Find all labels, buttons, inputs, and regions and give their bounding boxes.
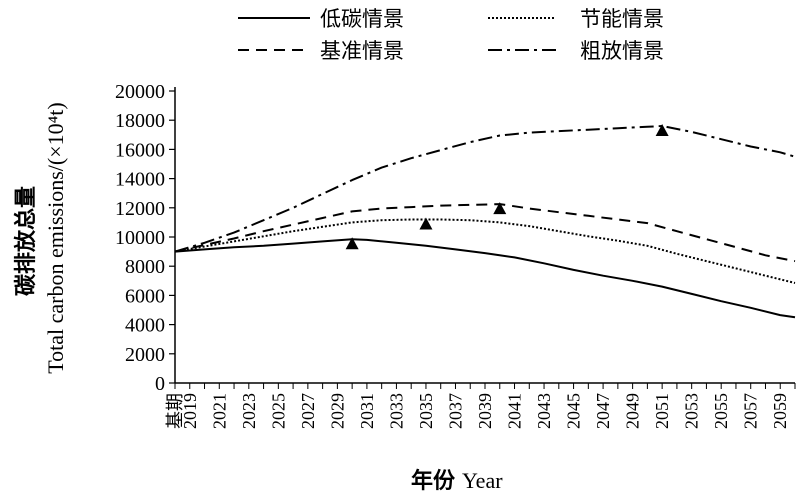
y-axis-title: 碳排放总量 Total carbon emissions/(×10⁴t) [13, 102, 68, 374]
x-tick-label: 2047 [593, 393, 613, 429]
x-tick-label: 2023 [239, 393, 259, 429]
x-tick-label: 2033 [386, 393, 406, 429]
x-tick-label: 2019 [180, 393, 200, 429]
legend-label-extensive: 粗放情景 [580, 39, 664, 63]
y-tick-label: 0 [155, 373, 165, 395]
peak-marker-0 [345, 237, 359, 250]
x-tick-label: 2057 [741, 393, 761, 429]
legend: 低碳情景 节能情景 基准情景 粗放情景 [238, 7, 664, 63]
y-axis-title-cn: 碳排放总量 [13, 186, 39, 296]
series-line-3 [174, 125, 796, 253]
x-tick-label: 2043 [534, 393, 554, 429]
x-tick-label: 2051 [652, 393, 672, 429]
x-tick-label: 2027 [298, 393, 318, 429]
y-tick-label: 8000 [125, 256, 165, 278]
legend-label-baseline: 基准情景 [320, 39, 404, 63]
x-tick-label: 2039 [475, 393, 495, 429]
y-tick-label: 16000 [115, 139, 165, 161]
legend-label-energy-saving: 节能情景 [580, 7, 664, 31]
y-tick-label: 14000 [115, 169, 165, 191]
series-lines [174, 125, 796, 319]
x-tick-label: 2059 [770, 393, 790, 429]
y-axis-title-en: Total carbon emissions/(×10⁴t) [43, 102, 68, 374]
axes [174, 87, 795, 384]
x-tick-label: 2045 [564, 393, 584, 429]
x-tick-label: 2037 [445, 393, 465, 429]
x-axis-title: 年份 Year [411, 468, 503, 494]
x-tick-label: 2029 [327, 393, 347, 429]
peak-marker-1 [419, 217, 433, 230]
series-line-2 [174, 203, 796, 263]
y-tick-label: 6000 [125, 285, 165, 307]
x-tick-label: 2021 [209, 393, 229, 429]
y-tick-label: 20000 [115, 81, 165, 103]
series-line-0 [174, 238, 796, 319]
x-axis-title-en: Year [462, 468, 503, 493]
x-tick-label: 2055 [711, 393, 731, 429]
peak-marker-3 [655, 124, 669, 137]
x-axis-title-cn: 年份 [411, 468, 456, 494]
x-tick-label: 2025 [268, 393, 288, 429]
y-tick-label: 2000 [125, 344, 165, 366]
y-ticks: 0 2000 4000 6000 8000 10000 12000 14000 16000 180… [115, 81, 175, 395]
x-tick-label: 基期 [165, 393, 185, 429]
y-tick-label: 10000 [115, 227, 165, 249]
x-tick-label: 2053 [682, 393, 702, 429]
legend-label-low-carbon: 低碳情景 [320, 7, 404, 31]
series-line-1 [174, 218, 796, 284]
y-tick-label: 18000 [115, 110, 165, 132]
y-tick-label: 12000 [115, 198, 165, 220]
peak-marker-2 [493, 202, 507, 215]
x-tick-label: 2049 [623, 393, 643, 429]
x-tick-label: 2031 [357, 393, 377, 429]
x-tick-label: 2041 [505, 393, 525, 429]
x-tick-label: 2035 [416, 393, 436, 429]
y-tick-label: 4000 [125, 315, 165, 337]
peak-markers [345, 124, 669, 250]
